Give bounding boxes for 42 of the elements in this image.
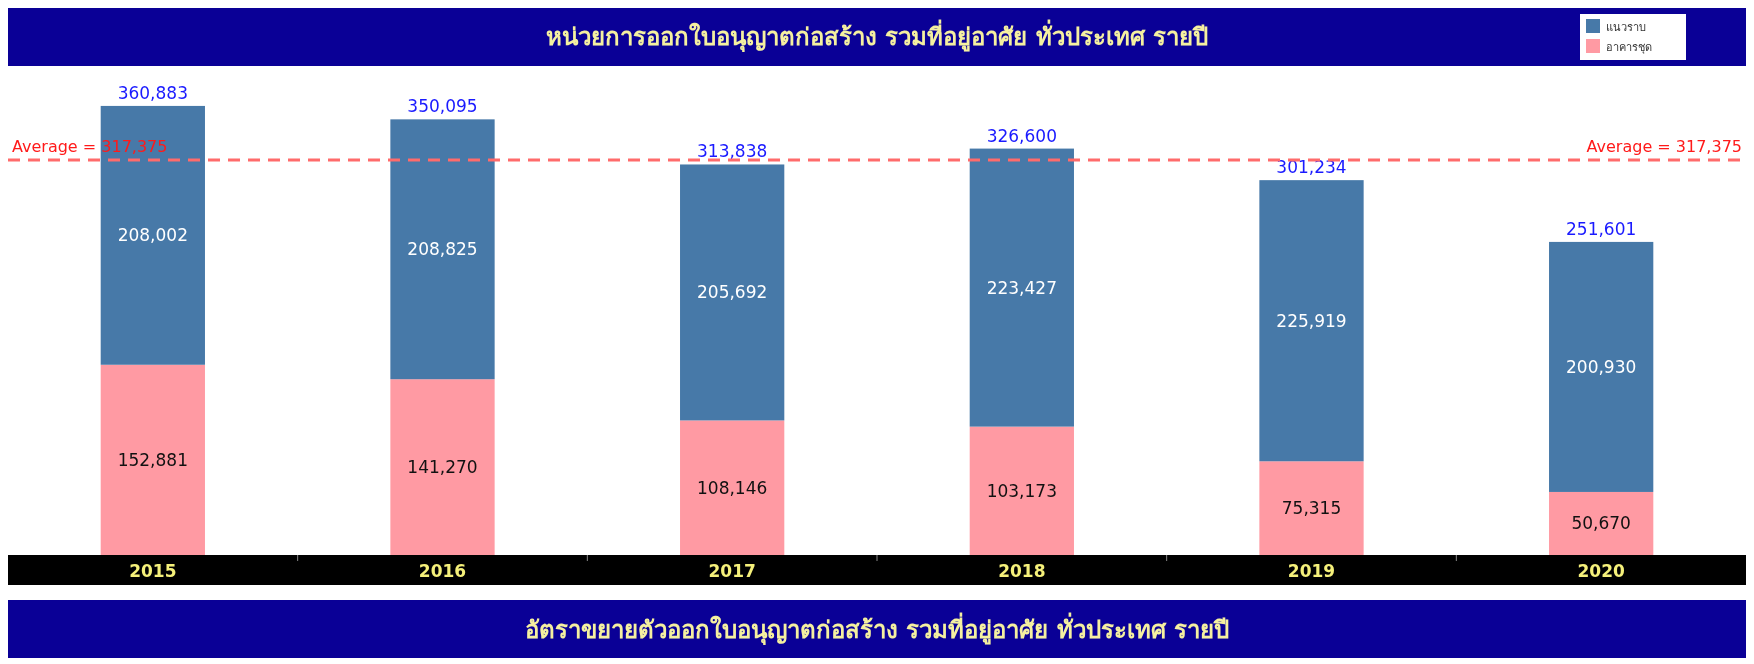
chart-title: หน่วยการออกใบอนุญาตก่อสร้าง รวมที่อยู่อาศัย ทั่วประเทศ รายปี — [545, 19, 1209, 53]
data-label: 50,670 — [1571, 513, 1631, 534]
x-tick-label: 2015 — [129, 561, 177, 581]
data-label: 103,173 — [986, 480, 1057, 501]
bar — [390, 379, 495, 555]
x-tick-label: 2016 — [418, 561, 467, 581]
data-label: 223,427 — [986, 277, 1057, 298]
x-tick-label: 2017 — [708, 561, 756, 581]
total-label: 251,601 — [1566, 218, 1637, 239]
data-label: 108,146 — [697, 477, 768, 498]
x-tick-label: 2020 — [1577, 561, 1625, 581]
total-label: 301,234 — [1276, 157, 1347, 178]
legend-label: อาคารชุด — [1606, 41, 1652, 54]
total-label: 326,600 — [986, 125, 1057, 146]
total-label: 313,838 — [697, 141, 768, 162]
legend-label: แนวราบ — [1606, 21, 1646, 34]
total-label: 350,095 — [407, 96, 478, 117]
bar — [969, 148, 1074, 427]
data-label: 205,692 — [697, 282, 768, 303]
text: Average = 317,375 — [1586, 137, 1742, 157]
data-label: 152,881 — [117, 449, 188, 470]
data-label: 225,919 — [1276, 310, 1347, 331]
bar — [680, 420, 785, 555]
bar — [100, 105, 205, 365]
data-label: 75,315 — [1281, 498, 1342, 519]
total-label: 360,883 — [117, 82, 188, 103]
data-label: 208,002 — [117, 225, 188, 246]
x-tick-label: 2019 — [1287, 561, 1336, 581]
bar — [1259, 180, 1364, 462]
bar — [680, 164, 785, 421]
bar — [1259, 461, 1364, 555]
bar — [969, 426, 1074, 555]
ref-line-label: Average = 317,375 — [12, 137, 168, 157]
bar — [100, 364, 205, 555]
data-label: 200,930 — [1566, 356, 1637, 377]
bar — [390, 119, 495, 380]
bar — [1549, 491, 1654, 555]
x-tick-label: 2018 — [998, 561, 1046, 581]
text: อัตราขยายตัวออกใบอนุญาตก่อสร้าง รวมที่อยู่อาศัย ทั่วประเทศ รายปี — [524, 612, 1230, 646]
bar — [1549, 241, 1654, 492]
data-label: 141,270 — [407, 457, 478, 478]
data-label: 208,825 — [407, 239, 478, 260]
